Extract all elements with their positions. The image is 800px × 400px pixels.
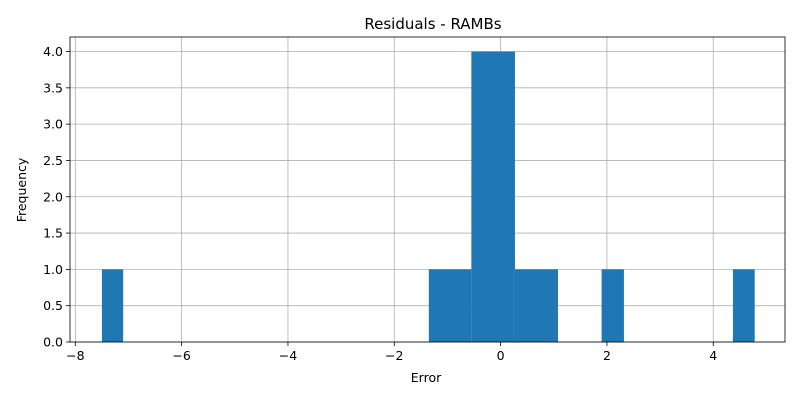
y-tick-label: 0.0: [43, 335, 63, 350]
x-axis-label: Error: [411, 370, 442, 385]
x-axis-ticks: −8 −6 −4 −2 0 2 4: [66, 342, 717, 363]
chart-title: Residuals - RAMBs: [364, 15, 501, 33]
x-tick-label: 0: [497, 348, 505, 363]
y-tick-label: 2.0: [43, 189, 63, 204]
histogram-bar: [428, 269, 472, 342]
histogram-bars: [101, 51, 755, 343]
y-tick-label: 4.0: [43, 44, 63, 59]
histogram-bar: [471, 51, 515, 343]
x-tick-label: 2: [603, 348, 611, 363]
y-tick-label: 2.5: [43, 153, 63, 168]
x-tick-label: −6: [172, 348, 190, 363]
x-tick-label: −4: [279, 348, 297, 363]
histogram-bar: [732, 269, 755, 342]
y-axis-ticks: 0.0 0.5 1.0 1.5 2.0 2.5 3.0 3.5 4.0: [43, 44, 70, 350]
x-tick-label: −8: [66, 348, 84, 363]
y-axis-label: Frequency: [14, 157, 29, 222]
y-tick-label: 1.0: [43, 262, 63, 277]
y-tick-label: 3.5: [43, 80, 63, 95]
histogram-bar: [514, 269, 559, 342]
x-tick-label: 4: [709, 348, 717, 363]
grid-lines: [70, 37, 785, 343]
x-tick-label: −2: [385, 348, 403, 363]
plot-frame: [69, 36, 786, 343]
y-tick-label: 1.5: [43, 226, 63, 241]
y-tick-label: 3.0: [43, 117, 63, 132]
histogram-bar: [101, 269, 124, 342]
histogram-bar: [601, 269, 624, 342]
y-tick-label: 0.5: [43, 298, 63, 313]
